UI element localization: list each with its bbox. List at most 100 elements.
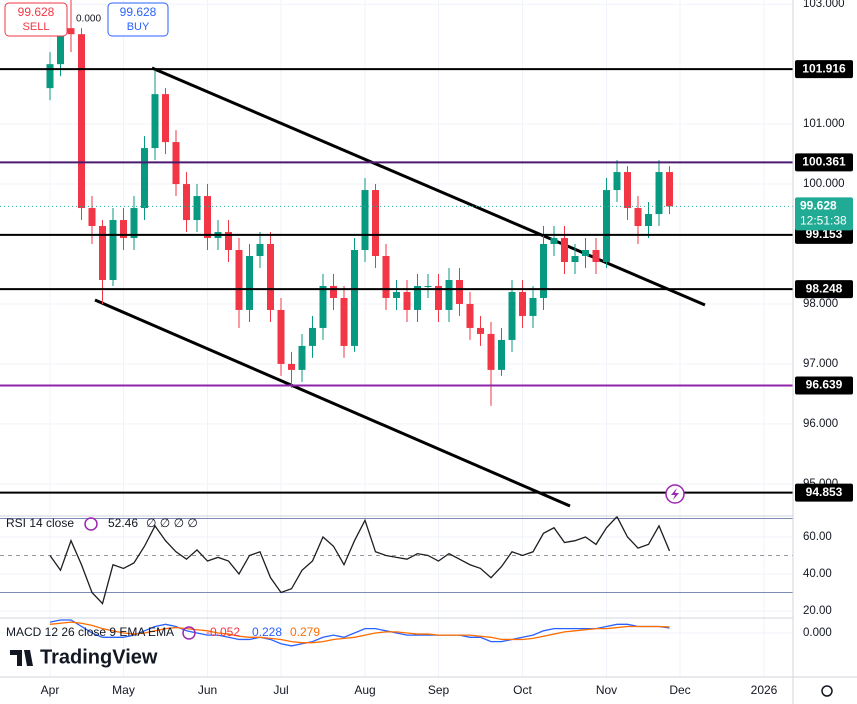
level-label: 100.361 xyxy=(802,155,846,169)
y-tick-label: 97.000 xyxy=(803,358,838,370)
candle-body xyxy=(46,64,54,89)
candle-body xyxy=(225,232,232,251)
x-tick-label: Sep xyxy=(428,683,450,697)
candle-body xyxy=(288,363,295,370)
candle-body xyxy=(487,333,495,370)
level-label-box xyxy=(795,376,853,395)
x-tick-label: Jun xyxy=(198,683,217,697)
indicator-line xyxy=(49,621,670,644)
candle-body xyxy=(309,327,316,346)
candle-body xyxy=(78,34,85,209)
candle-body xyxy=(592,250,600,262)
candle-body xyxy=(256,244,264,257)
price-pane xyxy=(0,0,793,508)
macd-hist-value: -0.052 xyxy=(206,625,240,639)
x-tick-label: Apr xyxy=(41,683,60,697)
rsi-settings-icon[interactable] xyxy=(84,517,98,531)
x-tick-label: May xyxy=(112,683,135,697)
candle-body xyxy=(88,208,96,227)
last-price-box xyxy=(795,197,853,231)
rsi-title: RSI 14 close xyxy=(6,516,74,530)
macd-settings-icon[interactable] xyxy=(182,626,196,640)
y-tick-label: 40.00 xyxy=(803,568,832,580)
candle-body xyxy=(340,297,348,346)
candle-body xyxy=(477,327,484,334)
x-tick-label: Oct xyxy=(513,683,532,697)
level-label-box xyxy=(795,153,853,172)
x-tick-label: Dec xyxy=(669,683,690,697)
indicator-panes xyxy=(0,515,793,647)
buy-price[interactable]: 99.628 xyxy=(120,5,157,19)
y-tick-label: 0.000 xyxy=(803,627,832,639)
candle-body xyxy=(466,303,474,328)
candle-body xyxy=(246,256,253,310)
signal-value: 0.279 xyxy=(290,625,320,639)
candle-body xyxy=(634,208,642,227)
candle-body xyxy=(319,285,327,328)
candle-body xyxy=(204,196,211,239)
last-price-label: 99.628 xyxy=(800,199,837,213)
candle-body xyxy=(414,285,421,310)
x-tick-label: Jul xyxy=(273,683,288,697)
level-label: 98.248 xyxy=(806,281,843,295)
countdown-label: 12:51:38 xyxy=(800,214,847,228)
candle-body xyxy=(603,190,610,262)
candle-body xyxy=(99,226,106,280)
candle-body xyxy=(372,190,379,257)
level-label-box xyxy=(795,483,853,502)
sell-label[interactable]: SELL xyxy=(23,21,50,33)
alert-bolt[interactable] xyxy=(671,488,679,500)
x-tick-label: Aug xyxy=(354,683,375,697)
candle-body xyxy=(424,285,432,287)
macd-value: 0.228 xyxy=(252,625,282,639)
sell-box[interactable] xyxy=(4,2,68,37)
channel-upper xyxy=(151,66,706,307)
candle-body xyxy=(277,309,285,364)
candle-body xyxy=(529,297,537,316)
buy-box[interactable] xyxy=(107,2,169,37)
x-tick-label: 2026 xyxy=(751,683,778,697)
candle-body xyxy=(193,196,201,221)
buy-button[interactable]: 99.628 BUY xyxy=(107,2,169,37)
alert-icon[interactable] xyxy=(665,484,685,504)
candle-body xyxy=(561,238,568,262)
settings-icon[interactable] xyxy=(821,685,833,697)
candle-body xyxy=(571,256,579,262)
logo-mark xyxy=(10,650,33,666)
candle-body xyxy=(267,244,274,310)
y-tick-label: 98.000 xyxy=(803,298,838,310)
candle-body xyxy=(508,291,516,340)
macd-title: MACD 12 26 close 9 EMA EMA xyxy=(6,625,174,639)
candle-body xyxy=(67,28,75,35)
logo-text: TradingView xyxy=(40,646,158,668)
level-label-box xyxy=(795,280,853,299)
sell-price[interactable]: 99.628 xyxy=(18,5,55,19)
candle-body xyxy=(655,172,663,215)
level-label: 99.153 xyxy=(806,227,843,241)
buy-label[interactable]: BUY xyxy=(127,21,150,33)
x-tick-label: Nov xyxy=(596,683,617,697)
candle-body xyxy=(666,172,673,207)
grid-layer xyxy=(0,0,793,677)
sell-button[interactable]: 99.628 SELL xyxy=(4,2,68,37)
y-tick-label: 96.000 xyxy=(803,418,838,430)
level-label: 94.853 xyxy=(806,485,843,499)
logo: TradingView xyxy=(10,646,158,668)
candle-body xyxy=(456,279,463,304)
y-tick-label: 101.000 xyxy=(803,118,845,130)
candle-body xyxy=(382,256,390,298)
candle-body xyxy=(582,250,589,257)
rsi-value: 52.46 xyxy=(108,516,138,530)
y-tick-label: 20.00 xyxy=(803,605,832,617)
candle-body xyxy=(162,94,169,143)
level-label: 101.916 xyxy=(802,61,846,75)
candle-body xyxy=(393,291,400,298)
candle-body xyxy=(130,208,138,239)
level-label-box xyxy=(795,60,853,79)
y-tick-label: 103.000 xyxy=(803,0,845,10)
candle-body xyxy=(540,244,547,298)
candle-body xyxy=(351,250,358,346)
candle-body xyxy=(498,339,505,370)
candle-body xyxy=(645,214,652,227)
